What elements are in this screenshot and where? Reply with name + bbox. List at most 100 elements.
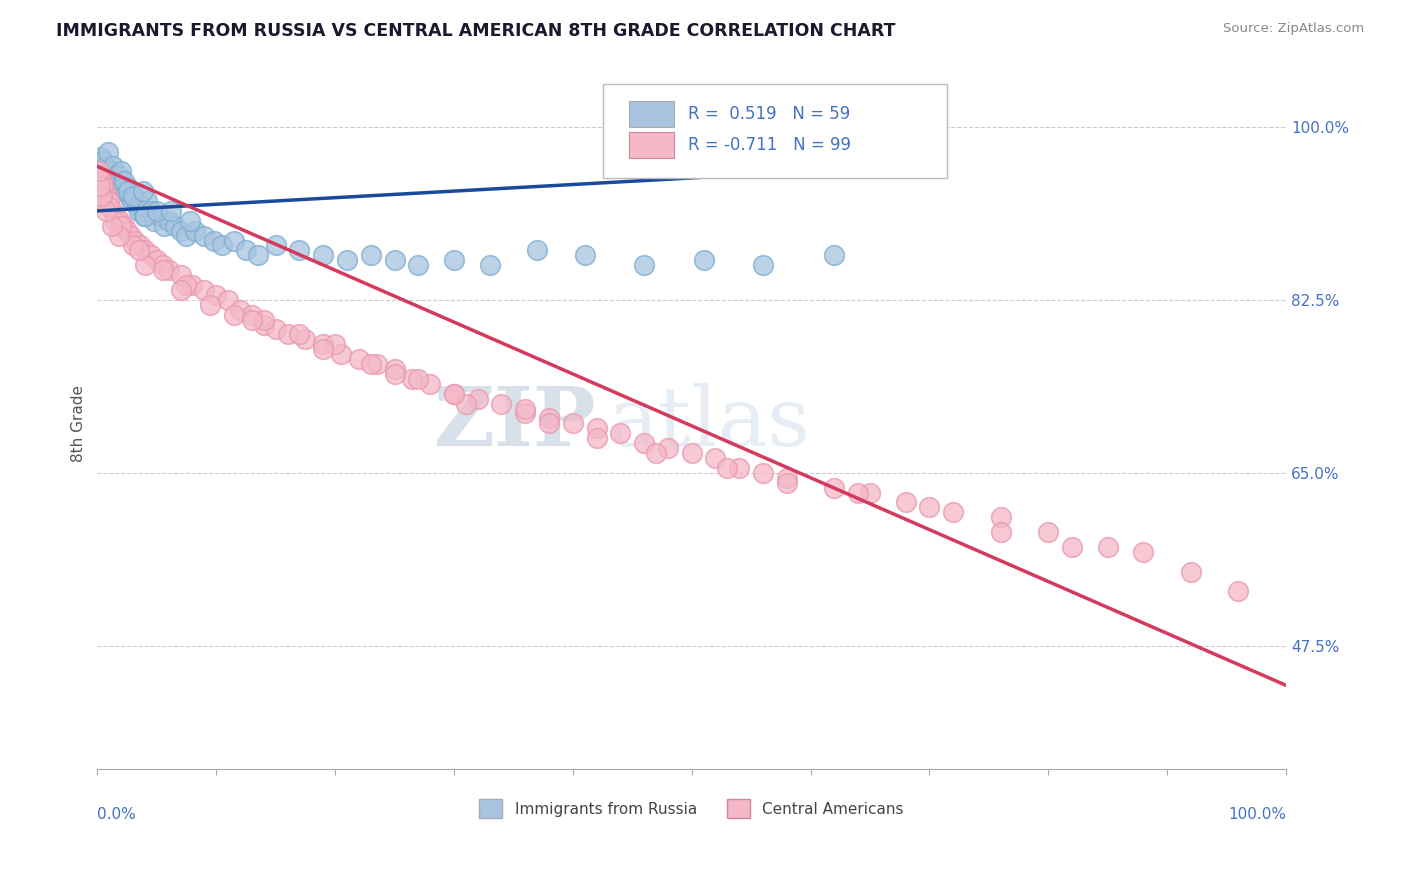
Point xyxy=(111,179,134,194)
Point xyxy=(609,426,631,441)
Text: atlas: atlas xyxy=(609,384,811,463)
Point xyxy=(153,219,176,233)
Point xyxy=(222,234,245,248)
Point xyxy=(253,318,276,332)
Bar xyxy=(628,132,673,159)
Point xyxy=(585,421,607,435)
Point xyxy=(312,343,335,357)
Text: ZIP: ZIP xyxy=(434,384,596,463)
Point xyxy=(704,450,727,465)
Point xyxy=(124,234,146,248)
Point xyxy=(169,224,191,238)
Point xyxy=(97,145,120,159)
Point xyxy=(117,184,139,198)
Point xyxy=(288,327,311,342)
Point xyxy=(89,169,111,184)
Point xyxy=(246,248,269,262)
Point xyxy=(491,396,513,410)
Point xyxy=(202,234,225,248)
Point xyxy=(406,258,429,272)
Point xyxy=(157,263,180,277)
Point xyxy=(264,322,287,336)
Point xyxy=(93,184,115,198)
Point xyxy=(561,417,583,431)
Point xyxy=(107,174,129,188)
Bar xyxy=(628,101,673,128)
Point xyxy=(515,401,537,416)
Point xyxy=(179,213,201,227)
Text: Source: ZipAtlas.com: Source: ZipAtlas.com xyxy=(1223,22,1364,36)
Point xyxy=(108,169,131,184)
Point xyxy=(205,288,228,302)
Point xyxy=(181,278,204,293)
Point xyxy=(104,169,127,184)
Point xyxy=(1097,540,1119,554)
Point xyxy=(87,164,110,178)
Point xyxy=(401,372,423,386)
Point xyxy=(91,174,114,188)
Point xyxy=(823,481,845,495)
Point xyxy=(107,228,129,243)
Point xyxy=(537,417,560,431)
Point xyxy=(330,347,353,361)
Point xyxy=(1060,540,1083,554)
Point xyxy=(115,179,138,194)
Point xyxy=(122,238,145,252)
Point xyxy=(176,278,198,293)
Point xyxy=(942,505,965,519)
Point xyxy=(336,253,359,268)
Point xyxy=(443,386,465,401)
Point xyxy=(360,357,382,371)
Point xyxy=(134,244,156,258)
Point xyxy=(419,376,441,391)
Point xyxy=(114,184,136,198)
Point xyxy=(312,337,335,351)
Point xyxy=(347,352,370,367)
Point xyxy=(131,199,153,213)
Point xyxy=(169,283,191,297)
Point xyxy=(148,209,170,223)
Point xyxy=(574,248,596,262)
Point xyxy=(108,213,131,227)
Point xyxy=(110,164,132,178)
Point xyxy=(1180,565,1202,579)
Point xyxy=(633,258,655,272)
Point xyxy=(139,248,162,262)
Point xyxy=(235,244,257,258)
Point xyxy=(139,203,162,218)
Point xyxy=(467,392,489,406)
Point xyxy=(443,253,465,268)
Text: R = -0.711   N = 99: R = -0.711 N = 99 xyxy=(688,136,851,154)
Point xyxy=(122,189,145,203)
Point xyxy=(894,495,917,509)
Point xyxy=(240,312,263,326)
Point xyxy=(454,396,477,410)
Point xyxy=(120,228,142,243)
Point xyxy=(152,258,174,272)
Point xyxy=(211,238,233,252)
Point xyxy=(990,525,1012,540)
Point xyxy=(918,500,941,515)
Point xyxy=(859,485,882,500)
Point xyxy=(406,372,429,386)
Point xyxy=(176,228,198,243)
Point xyxy=(110,219,132,233)
Point xyxy=(752,466,775,480)
Point xyxy=(752,258,775,272)
Point xyxy=(240,308,263,322)
Point xyxy=(129,238,152,252)
Point xyxy=(91,189,114,203)
Point xyxy=(200,298,222,312)
Point xyxy=(288,244,311,258)
Point xyxy=(146,253,169,268)
Point xyxy=(585,431,607,445)
Point xyxy=(101,160,124,174)
Point xyxy=(128,203,150,218)
Point xyxy=(143,213,166,227)
Point xyxy=(100,219,122,233)
Point xyxy=(160,203,183,218)
Point xyxy=(193,228,215,243)
Point xyxy=(716,460,738,475)
Point xyxy=(728,460,751,475)
Point xyxy=(184,224,207,238)
